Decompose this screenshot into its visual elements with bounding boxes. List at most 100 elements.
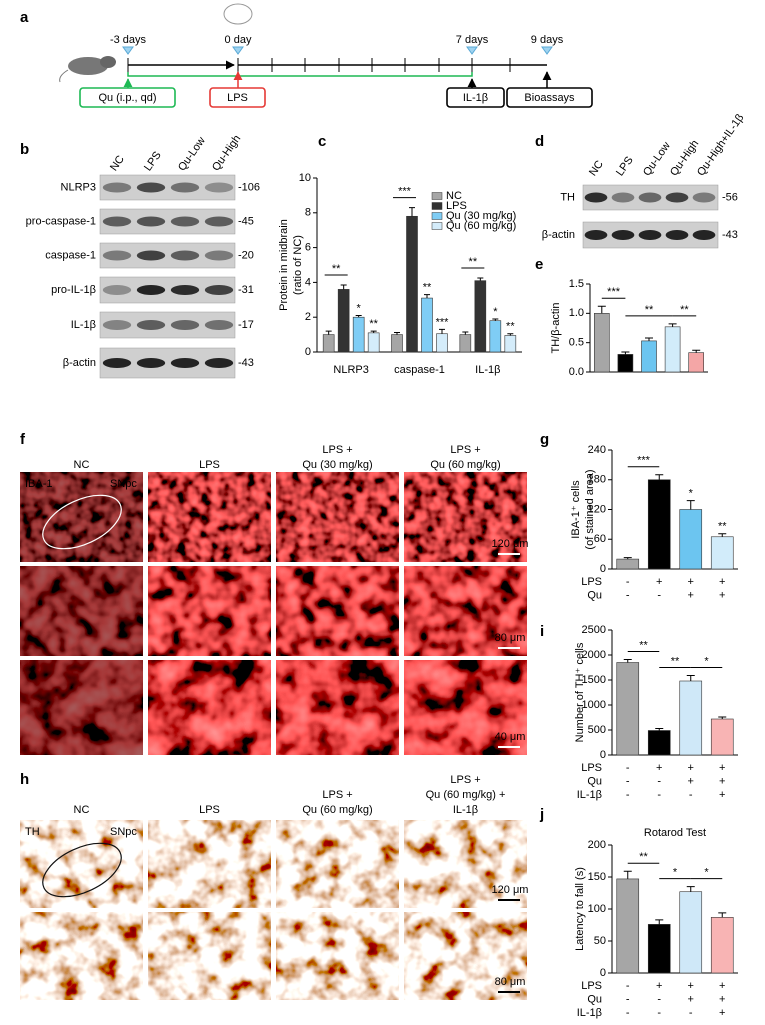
micrograph [20,912,143,1000]
condition-sign: + [719,762,725,774]
column-header: NC [74,804,90,816]
error-bar [507,333,514,336]
blot-band [692,230,716,240]
box-label: IL-1β [463,92,488,104]
significance: ** [639,639,648,651]
error-bar [340,284,347,290]
condition-sign: + [719,789,725,801]
y-tick-label: 0 [600,749,606,761]
condition-sign: - [657,993,661,1005]
condition-sign: + [688,980,694,992]
condition-sign: - [657,1007,661,1019]
error-bar [623,659,632,663]
micrograph-shade [20,660,143,755]
mouse-icon [59,69,69,83]
significance: ** [680,304,689,316]
condition-sign: - [626,1007,630,1019]
error-bar [597,305,606,314]
error-bar [439,328,445,334]
condition-label: LPS [581,576,602,588]
y-tick-label: 200 [588,839,606,851]
blot-band [170,182,200,193]
significance: ** [469,256,478,268]
stain-label: IBA-1 [25,478,53,490]
row-label: pro-caspase-1 [26,215,96,227]
mw-label: -17 [238,319,254,331]
time-marker [122,46,553,55]
blot-strip [99,242,236,269]
box [506,87,593,108]
micrograph [276,472,399,562]
blot-band [102,285,132,295]
significance: * [493,306,498,318]
error-bar [686,886,695,892]
blot-band [170,250,200,261]
lane-label: NC [587,158,606,178]
error-bar [645,337,653,341]
bar [322,334,335,353]
condition-label: LPS [581,762,602,774]
condition-label: Qu [587,993,602,1005]
timeline [59,3,593,108]
box [446,87,505,108]
significance: ** [718,521,727,533]
bar [679,680,703,756]
error-bar [718,912,727,918]
row-label: caspase-1 [45,249,96,261]
condition-sign: - [657,775,661,787]
condition-sign: - [657,789,661,801]
bar [616,662,640,756]
y-axis-label: (ratio of NC) [292,235,304,295]
lane-label: LPS [142,149,164,173]
blot-band [170,320,200,330]
scale-bar-label: 80 μm [495,976,526,988]
significance: * [673,867,678,879]
column-header: Qu (30 mg/kg) [302,459,372,471]
error-bar [325,330,332,335]
significance: ** [332,263,341,275]
significance: ** [671,655,680,667]
mw-label: -56 [722,191,738,203]
x-tick-label: NLRP3 [333,364,368,376]
error-bar [462,331,469,335]
bar [367,332,380,353]
y-tick-label: 240 [588,444,606,456]
blot-band [136,358,166,368]
y-tick-label: 4 [305,276,311,288]
y-axis-label: Number of TH⁺ cells [574,642,586,742]
legend-label: Qu (30 mg/kg) [446,210,516,222]
error-bar [655,919,664,925]
x-tick-label: caspase-1 [394,364,445,376]
blot-band [611,230,635,240]
significance: * [357,302,362,314]
row-label: TH [560,191,575,203]
panel-letter: b [20,141,29,158]
column-header: LPS [199,459,220,471]
bar [616,558,640,570]
condition-sign: - [657,589,661,601]
condition-sign: - [626,775,630,787]
condition-sign: + [688,993,694,1005]
box-label: Bioassays [524,92,575,104]
day-label: -3 days [110,34,147,46]
condition-label: IL-1β [577,1007,602,1019]
y-tick-label: 180 [588,474,606,486]
box [79,87,176,108]
day-label: 7 days [456,34,489,46]
scale-bar-label: 120 μm [492,538,529,550]
y-tick-label: 6 [305,242,311,254]
condition-sign: + [688,589,694,601]
region-label: SNpc [110,478,137,490]
blot-band [136,182,166,193]
row-label: NLRP3 [61,181,96,193]
blot-band [170,285,200,295]
condition-label: LPS [581,980,602,992]
condition-sign: - [626,789,630,801]
y-axis-label: Latency to fall (s) [574,867,586,951]
micrograph [404,660,527,755]
error-bar [655,728,664,731]
bar [459,334,472,353]
y-tick-label: 2 [305,311,311,323]
y-tick-label: 0.5 [569,337,584,349]
bar [679,891,703,974]
